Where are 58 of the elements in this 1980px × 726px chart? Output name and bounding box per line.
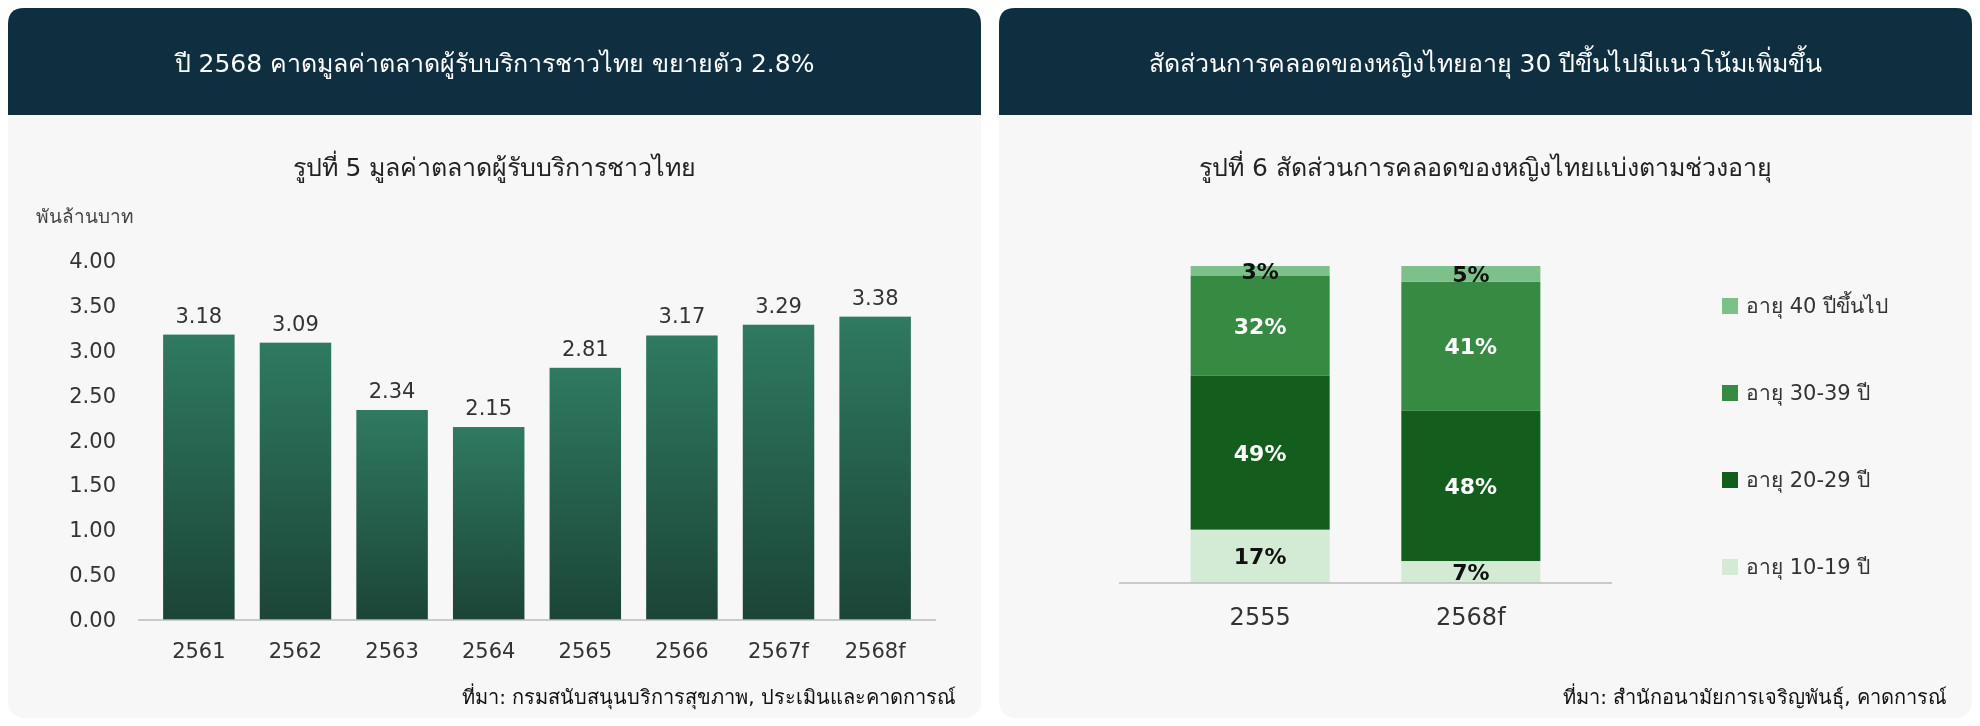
legend-label: อายุ 40 ปีขึ้นไป (1746, 291, 1889, 319)
bar (1190, 529, 1330, 583)
data-label: 2.34 (368, 378, 416, 403)
data-label: 2.81 (561, 336, 609, 361)
data-label: 41% (1444, 334, 1498, 360)
data-label: 3.18 (175, 303, 223, 328)
data-label: 17% (1233, 544, 1287, 570)
x-tick-label: 2568f (844, 639, 907, 663)
y-tick-label: 0.50 (69, 563, 116, 588)
chart-title: ปี 2568 คาดมูลค่าตลาดผู้รับบริการชาวไทย ขยายตัว 2.8% (173, 49, 815, 79)
data-label: 32% (1233, 313, 1287, 339)
data-label: 7% (1452, 560, 1490, 586)
data-label: 2.15 (465, 396, 513, 421)
data-label: 3.17 (658, 304, 706, 329)
bar (742, 324, 815, 620)
x-tick-label: 2565 (558, 639, 613, 663)
bar (839, 316, 911, 620)
x-tick-label: 2562 (268, 639, 323, 663)
data-label: 49% (1233, 440, 1287, 466)
legend-label: อายุ 20-29 ปี (1746, 468, 1871, 493)
bar (452, 427, 525, 620)
y-tick-label: 4.00 (69, 249, 116, 273)
bar (1190, 375, 1330, 530)
x-tick-label: 2555 (1229, 603, 1291, 631)
x-tick-label: 2561 (172, 639, 226, 663)
y-tick-label: 0.00 (69, 608, 116, 632)
text: ที่มา: กรมสนับสนุนบริการสุขภาพ, ประเมินและคาดการณ์ (462, 683, 956, 710)
data-label: 3% (1241, 258, 1279, 284)
y-axis-title: พันล้านบาท (36, 205, 134, 227)
data-label: 3.09 (272, 311, 319, 336)
y-tick-label: 2.50 (69, 383, 116, 408)
data-label: 3.29 (755, 293, 802, 318)
y-tick-label: 1.50 (69, 473, 116, 498)
y-tick-label: 3.50 (69, 293, 116, 318)
y-tick-label: 1.00 (69, 518, 116, 543)
bar (163, 334, 235, 620)
bar (259, 342, 332, 620)
x-tick-label: 2568f (1436, 603, 1507, 631)
legend-label: อายุ 30-39 ปี (1746, 381, 1871, 406)
data-label: 5% (1452, 261, 1490, 287)
x-tick-label: 2567f (748, 639, 810, 663)
y-tick-label: 3.00 (69, 338, 116, 363)
data-label: 3.38 (851, 285, 899, 310)
chart-title: สัดส่วนการคลอดของหญิงไทยอายุ 30 ปีขึ้นไปมีแนวโน้มเพิ่มขึ้น (1148, 45, 1823, 79)
bar (646, 335, 718, 620)
bar (356, 409, 428, 620)
x-tick-label: 2564 (461, 639, 516, 663)
x-tick-label: 2563 (365, 639, 419, 663)
chart-subtitle: รูปที่ 6 สัดส่วนการคลอดของหญิงไทยแบ่งตามช่วงอายุ (1199, 150, 1772, 183)
y-tick-label: 2.00 (69, 428, 116, 453)
x-tick-label: 2566 (655, 639, 709, 663)
text: ที่มา: สำนักอนามัยการเจริญพันธุ์, คาดการณ์ (1563, 683, 1947, 710)
bar (1401, 281, 1541, 411)
data-label: 48% (1444, 473, 1498, 499)
bar (549, 367, 622, 620)
chart-subtitle: รูปที่ 5 มูลค่าตลาดผู้รับบริการชาวไทย (292, 150, 697, 183)
legend-label: อายุ 10-19 ปี (1746, 555, 1871, 580)
bar (1401, 410, 1541, 562)
